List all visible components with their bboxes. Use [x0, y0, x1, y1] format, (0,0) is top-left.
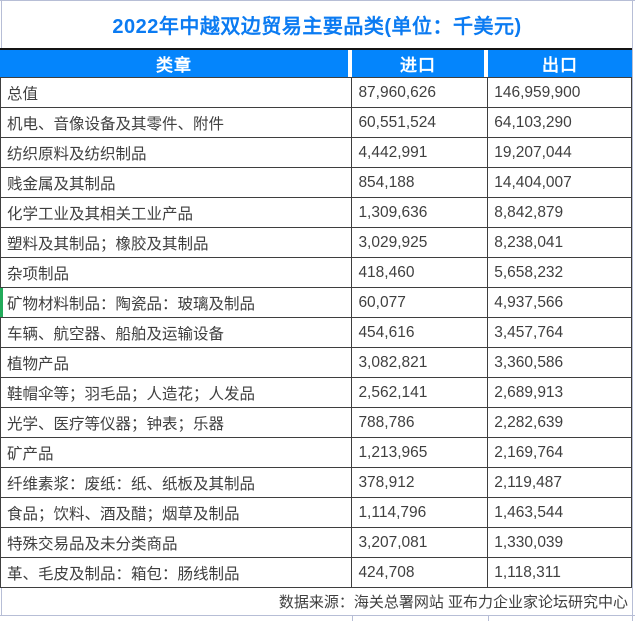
gridline-footer-left [1, 588, 2, 615]
export-value-cell: 8,238,041 [494, 233, 564, 251]
table-row: 食品；饮料、酒及醋；烟草及制品 1,114,796 1,463,544 [1, 498, 631, 528]
footer-row: 数据来源：海关总署网站 亚布力企业家论坛研究中心 [2, 588, 630, 615]
table-header-row: 类章 进口 出口 [0, 48, 632, 78]
category-cell: 植物产品 [1, 348, 353, 377]
import-value-cell: 1,309,636 [352, 198, 489, 227]
export-value-cell: 14,404,007 [494, 173, 572, 191]
gridline-bottom [0, 615, 635, 616]
export-value-cell: 3,360,586 [494, 353, 564, 371]
import-value-cell: 454,616 [352, 318, 489, 347]
table-row: 机电、音像设备及其零件、附件 60,551,524 64,103,290 [1, 108, 631, 138]
category-cell: 化学工业及其相关工业产品 [1, 198, 353, 227]
page-title: 2022年中越双边贸易主要品类(单位：千美元) [112, 15, 522, 38]
category-cell: 纺织原料及纺织制品 [1, 138, 353, 167]
table-row: 矿物材料制品：陶瓷品：玻璃及制品 60,077 4,937,566 [0, 288, 631, 318]
table-row: 纤维素浆：废纸：纸、纸板及其制品 378,912 2,119,487 [1, 468, 631, 498]
table-body: 总值 87,960,626 146,959,900 机电、音像设备及其零件、附件 60,… [0, 78, 632, 588]
import-value-cell: 3,082,821 [352, 348, 489, 377]
export-value-cell: 2,119,487 [494, 473, 563, 491]
category-cell: 革、毛皮及制品：箱包：肠线制品 [1, 558, 353, 587]
export-value-cell: 1,118,311 [494, 563, 561, 581]
table-row: 总值 87,960,626 146,959,900 [1, 78, 631, 108]
import-value-cell: 788,786 [352, 408, 489, 437]
category-cell: 矿物材料制品：陶瓷品：玻璃及制品 [1, 288, 353, 317]
table-row: 塑料及其制品；橡胶及其制品 3,029,925 8,238,041 [1, 228, 631, 258]
category-cell: 纤维素浆：废纸：纸、纸板及其制品 [1, 468, 353, 497]
table-row: 纺织原料及纺织制品 4,442,991 19,207,044 [1, 138, 631, 168]
table-row: 革、毛皮及制品：箱包：肠线制品 424,708 1,118,311 [1, 558, 631, 588]
gridline-left [1, 0, 2, 48]
category-cell: 杂项制品 [1, 258, 353, 287]
header-cell-export: 出口 [488, 50, 632, 77]
category-cell: 机电、音像设备及其零件、附件 [1, 108, 353, 137]
import-value-cell: 1,114,796 [352, 498, 489, 527]
gridline-bottom-col1 [352, 615, 353, 621]
export-value-cell: 146,959,900 [494, 83, 581, 101]
category-cell: 总值 [1, 78, 353, 107]
import-value-cell: 424,708 [352, 558, 489, 587]
import-value-cell: 87,960,626 [352, 78, 489, 107]
import-value-cell: 854,188 [352, 168, 489, 197]
export-value-cell: 8,842,879 [494, 203, 564, 221]
import-value-cell: 2,562,141 [352, 378, 489, 407]
table-row: 鞋帽伞等；羽毛品；人造花；人发品 2,562,141 2,689,913 [1, 378, 631, 408]
export-value-cell: 64,103,290 [494, 113, 572, 131]
category-cell: 光学、医疗等仪器；钟表；乐器 [1, 408, 353, 437]
export-value-cell: 1,463,544 [494, 503, 564, 521]
export-value-cell: 3,457,764 [494, 323, 564, 341]
import-value-cell: 378,912 [352, 468, 489, 497]
table-row: 车辆、航空器、船舶及运输设备 454,616 3,457,764 [1, 318, 631, 348]
table-row: 特殊交易品及未分类商品 3,207,081 1,330,039 [1, 528, 631, 558]
table-row: 光学、医疗等仪器；钟表；乐器 788,786 2,282,639 [1, 408, 631, 438]
table-row: 矿产品 1,213,965 2,169,764 [1, 438, 631, 468]
table-row: 杂项制品 418,460 5,658,232 [1, 258, 631, 288]
category-cell: 塑料及其制品；橡胶及其制品 [1, 228, 353, 257]
import-value-cell: 418,460 [352, 258, 489, 287]
export-value-cell: 2,689,913 [494, 383, 564, 401]
export-value-cell: 1,330,039 [494, 533, 564, 551]
export-value-cell: 2,282,639 [494, 413, 564, 431]
import-value-cell: 60,077 [352, 288, 489, 317]
import-value-cell: 3,029,925 [352, 228, 489, 257]
export-value-cell: 19,207,044 [494, 143, 572, 161]
export-value-cell: 2,169,764 [494, 443, 564, 461]
gridline-top [0, 0, 635, 1]
gridline-right [632, 0, 633, 621]
import-value-cell: 1,213,965 [352, 438, 489, 467]
category-cell: 贱金属及其制品 [1, 168, 353, 197]
table-row: 贱金属及其制品 854,188 14,404,007 [1, 168, 631, 198]
category-cell: 特殊交易品及未分类商品 [1, 528, 353, 557]
table-row: 植物产品 3,082,821 3,360,586 [1, 348, 631, 378]
gridline-bottom-col2 [488, 615, 489, 621]
export-value-cell: 4,937,566 [494, 293, 564, 311]
data-source-note: 数据来源：海关总署网站 亚布力企业家论坛研究中心 [278, 594, 628, 611]
header-cell-category: 类章 [0, 50, 352, 77]
category-cell: 鞋帽伞等；羽毛品；人造花；人发品 [1, 378, 353, 407]
table-row: 化学工业及其相关工业产品 1,309,636 8,842,879 [1, 198, 631, 228]
category-cell: 矿产品 [1, 438, 353, 467]
title-block: 2022年中越双边贸易主要品类(单位：千美元) [2, 1, 632, 47]
category-cell: 车辆、航空器、船舶及运输设备 [1, 318, 353, 347]
category-cell: 食品；饮料、酒及醋；烟草及制品 [1, 498, 353, 527]
export-value-cell: 5,658,232 [494, 263, 564, 281]
import-value-cell: 3,207,081 [352, 528, 489, 557]
header-cell-import: 进口 [352, 50, 488, 77]
import-value-cell: 4,442,991 [352, 138, 489, 167]
import-value-cell: 60,551,524 [352, 108, 489, 137]
